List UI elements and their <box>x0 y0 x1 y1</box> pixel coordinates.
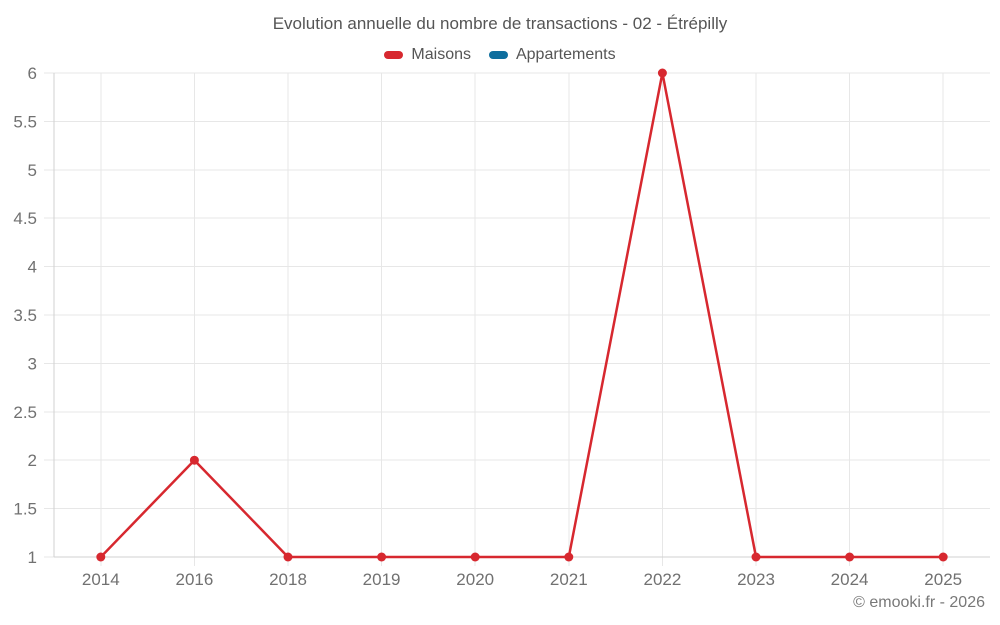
x-tick-label: 2018 <box>269 570 307 589</box>
appartements-series-label: Appartements <box>515 46 616 63</box>
x-tick-label: 2022 <box>643 570 681 589</box>
y-tick-label: 3 <box>28 354 37 373</box>
y-tick-label: 2 <box>28 451 37 470</box>
chart-title: Evolution annuelle du nombre de transact… <box>272 14 728 33</box>
maisons-data-point[interactable] <box>564 552 574 562</box>
maisons-series-swatch-icon <box>384 51 404 59</box>
maisons-data-point[interactable] <box>751 552 761 562</box>
x-tick-label: 2014 <box>82 570 120 589</box>
y-tick-label: 5 <box>28 161 37 180</box>
x-tick-label: 2023 <box>737 570 775 589</box>
x-tick-label: 2021 <box>550 570 588 589</box>
maisons-data-point[interactable] <box>283 552 293 562</box>
legend-item-maisons[interactable]: Maisons <box>384 46 471 64</box>
chart-legend: Maisons Appartements <box>0 46 1000 64</box>
x-tick-label: 2024 <box>831 570 869 589</box>
maisons-data-point[interactable] <box>657 68 667 78</box>
maisons-data-point[interactable] <box>377 552 387 562</box>
y-tick-label: 5.5 <box>13 112 37 131</box>
y-tick-label: 4.5 <box>13 209 37 228</box>
x-tick-label: 2019 <box>363 570 401 589</box>
appartements-series-swatch-icon <box>488 51 508 59</box>
maisons-data-point[interactable] <box>470 552 480 562</box>
y-tick-label: 2.5 <box>13 403 37 422</box>
y-tick-label: 1.5 <box>13 500 37 519</box>
x-tick-label: 2025 <box>924 570 962 589</box>
y-tick-label: 3.5 <box>13 306 37 325</box>
y-tick-label: 1 <box>28 548 37 567</box>
maisons-data-point[interactable] <box>189 455 199 465</box>
x-tick-label: 2020 <box>456 570 494 589</box>
maisons-line <box>99 71 945 559</box>
maisons-data-point[interactable] <box>845 552 855 562</box>
maisons-data-point[interactable] <box>938 552 948 562</box>
maisons-series-label: Maisons <box>411 46 471 63</box>
legend-item-appartements[interactable]: Appartements <box>488 46 616 64</box>
y-tick-label: 6 <box>28 64 37 83</box>
watermark-credit: © emooki.fr - 2026 <box>853 594 985 611</box>
x-tick-label: 2016 <box>175 570 213 589</box>
maisons-data-point[interactable] <box>96 552 106 562</box>
y-tick-label: 4 <box>28 258 37 277</box>
